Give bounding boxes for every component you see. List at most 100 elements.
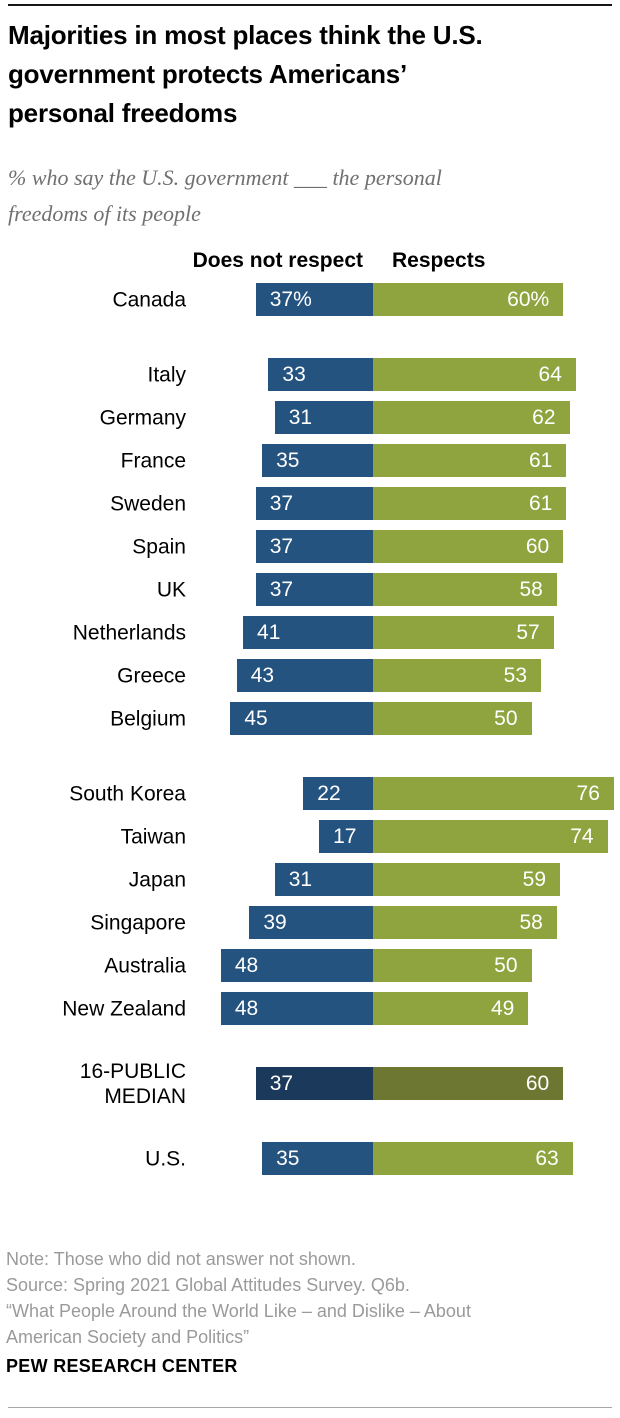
country-label: Greece (117, 664, 186, 687)
bar-respects: 50 (373, 949, 532, 982)
bar-value-respects: 74 (570, 825, 594, 848)
chart-title: Majorities in most places think the U.S.… (8, 16, 612, 133)
bar-value-does-not-respect: 37 (269, 492, 294, 515)
bar-does-not-respect: 33 (268, 358, 373, 391)
bar-value-does-not-respect: 37% (269, 288, 312, 311)
bar-does-not-respect: 17 (319, 820, 373, 853)
bar-does-not-respect: 41 (243, 616, 373, 649)
bar-row: New Zealand 48 49 (0, 992, 620, 1025)
bar-value-respects: 58 (519, 911, 543, 934)
bar-value-respects: 53 (503, 664, 527, 687)
bar-row: Belgium 45 50 (0, 702, 620, 735)
bar-group: Italy 33 64 Germany 31 62 France 35 61 S… (0, 358, 620, 735)
top-divider (8, 4, 612, 6)
bar-does-not-respect: 31 (274, 401, 373, 434)
bar-respects: 53 (373, 659, 541, 692)
bar-value-does-not-respect: 39 (263, 911, 287, 934)
bar-value-does-not-respect: 17 (333, 825, 357, 848)
bar-respects: 61 (373, 444, 567, 477)
bar-respects: 60 (373, 530, 564, 563)
chart-title-line: personal freedoms (8, 98, 238, 128)
bar-value-respects: 59 (522, 868, 547, 891)
bar-value-does-not-respect: 33 (282, 363, 306, 386)
footer-source-line: Source: Spring 2021 Global Attitudes Sur… (6, 1275, 410, 1295)
bar-respects: 62 (373, 401, 570, 434)
bar-value-does-not-respect: 41 (257, 621, 281, 644)
bar-value-respects: 49 (490, 997, 515, 1020)
bar-group: 16-PUBLIC MEDIAN 37 60 (0, 1060, 620, 1108)
legend-label-does-not-respect: Does not respect (192, 249, 363, 272)
bar-row: Taiwan 17 74 (0, 820, 620, 853)
country-label: Italy (147, 363, 186, 386)
chart-subtitle-line: % who say the U.S. government ___ the pe… (8, 165, 442, 190)
bar-respects: 49 (373, 992, 529, 1025)
bar-value-respects: 62 (532, 406, 556, 429)
country-label: Taiwan (120, 825, 186, 848)
bar-row: Canada 37% 60% (0, 283, 620, 316)
bar-value-respects: 63 (535, 1147, 559, 1170)
chart-title-line: Majorities in most places think the U.S. (8, 20, 483, 50)
bar-respects: 76 (373, 777, 614, 810)
bar-value-does-not-respect: 37 (269, 578, 294, 601)
bar-value-does-not-respect: 48 (234, 997, 259, 1020)
country-label: Germany (99, 406, 186, 429)
bar-group: South Korea 22 76 Taiwan 17 74 Japan 31 … (0, 777, 620, 1025)
bar-row: Australia 48 50 (0, 949, 620, 982)
bottom-divider (8, 1407, 612, 1408)
bar-row: 16-PUBLIC MEDIAN 37 60 (0, 1060, 620, 1108)
bar-respects: 50 (373, 702, 532, 735)
bar-value-does-not-respect: 45 (244, 707, 268, 730)
bar-value-does-not-respect: 35 (276, 449, 300, 472)
bar-value-respects: 60 (525, 535, 550, 558)
bar-value-does-not-respect: 43 (250, 664, 275, 687)
bar-respects: 61 (373, 487, 567, 520)
bar-row: France 35 61 (0, 444, 620, 477)
bar-respects: 74 (373, 820, 608, 853)
country-label: Canada (112, 288, 186, 311)
bar-row: Greece 43 53 (0, 659, 620, 692)
bar-value-respects: 60% (507, 288, 550, 311)
diverging-bar-chart: Canada 37% 60% Italy 33 64 Germany 31 62… (0, 283, 620, 1185)
bar-respects: 63 (373, 1142, 573, 1175)
bar-respects: 64 (373, 358, 576, 391)
country-label: U.S. (145, 1147, 186, 1170)
pew-research-center-wordmark: PEW RESEARCH CENTER (6, 1356, 238, 1376)
bar-does-not-respect: 22 (303, 777, 373, 810)
bar-value-respects: 58 (519, 578, 543, 601)
bar-does-not-respect: 31 (274, 863, 373, 896)
bar-value-does-not-respect: 31 (288, 868, 313, 891)
bar-value-does-not-respect: 31 (288, 406, 313, 429)
bar-value-does-not-respect: 37 (269, 1072, 294, 1095)
country-label: Spain (132, 535, 186, 558)
bar-respects: 58 (373, 906, 557, 939)
bar-respects: 57 (373, 616, 554, 649)
bar-row: Sweden 37 61 (0, 487, 620, 520)
country-label: 16-PUBLIC MEDIAN (79, 1059, 186, 1108)
bar-row: Spain 37 60 (0, 530, 620, 563)
chart-subtitle-line: freedoms of its people (8, 201, 201, 226)
bar-value-respects: 64 (538, 363, 562, 386)
bar-does-not-respect: 39 (249, 906, 373, 939)
country-label: South Korea (69, 782, 186, 805)
bar-respects: 58 (373, 573, 557, 606)
country-label: Netherlands (72, 621, 186, 644)
bar-value-respects: 61 (529, 492, 553, 515)
bar-respects: 60% (373, 283, 564, 316)
bar-value-respects: 76 (576, 782, 600, 805)
bar-respects: 60 (373, 1067, 564, 1100)
bar-value-respects: 57 (516, 621, 540, 644)
bar-group: Canada 37% 60% (0, 283, 620, 316)
chart-title-line: government protects Americans’ (8, 59, 408, 89)
legend-label-respects: Respects (392, 249, 486, 272)
bar-value-respects: 61 (529, 449, 553, 472)
chart-subtitle: % who say the U.S. government ___ the pe… (8, 160, 612, 232)
bar-does-not-respect: 37 (255, 1067, 373, 1100)
country-label: France (120, 449, 186, 472)
bar-does-not-respect: 35 (262, 1142, 373, 1175)
bar-row: Germany 31 62 (0, 401, 620, 434)
bar-value-does-not-respect: 37 (269, 535, 294, 558)
footer-report-line: “What People Around the World Like – and… (6, 1301, 471, 1321)
country-label: New Zealand (62, 997, 186, 1020)
bar-value-respects: 50 (494, 954, 518, 977)
